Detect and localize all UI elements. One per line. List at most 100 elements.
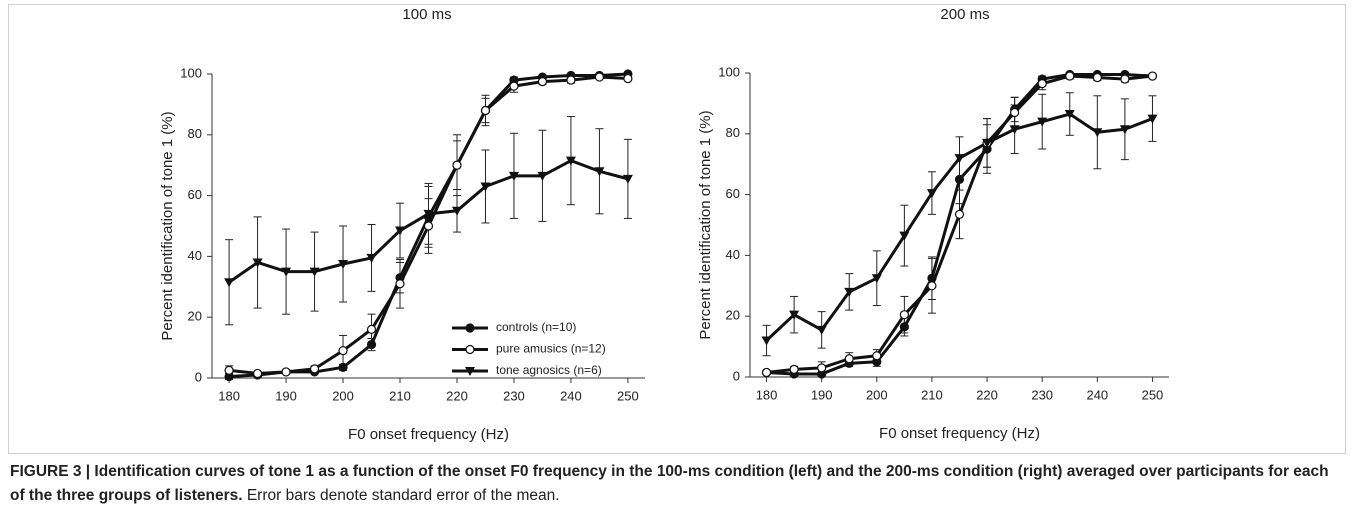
y-tick-label: 100: [180, 65, 202, 80]
legend-label: controls (n=10): [496, 320, 576, 334]
caption: FIGURE 3 | Identification curves of tone…: [10, 460, 1345, 508]
x-tick-label: 240: [1086, 387, 1108, 402]
y-axis-label: Percent identification of tone 1 (%): [159, 111, 176, 340]
marker: [623, 73, 633, 84]
marker: [566, 75, 576, 85]
marker: [1065, 71, 1075, 81]
marker: [537, 76, 548, 87]
marker: [281, 367, 291, 377]
marker: [899, 310, 909, 320]
x-tick-label: 240: [560, 388, 582, 403]
marker: [423, 221, 434, 231]
y-tick-label: 0: [733, 368, 740, 383]
marker: [622, 174, 633, 184]
marker: [338, 362, 348, 372]
marker: [423, 209, 434, 219]
x-tick-label: 230: [503, 388, 525, 403]
marker: [1010, 107, 1020, 118]
marker: [480, 182, 491, 192]
x-tick-label: 210: [921, 387, 943, 402]
marker: [816, 325, 827, 335]
marker: [789, 310, 800, 320]
marker: [366, 253, 377, 263]
marker: [338, 260, 349, 269]
marker: [366, 324, 377, 334]
marker: [366, 339, 377, 350]
marker: [872, 351, 882, 361]
marker: [1009, 125, 1020, 135]
marker: [761, 367, 772, 378]
marker: [594, 167, 605, 177]
marker: [926, 189, 937, 199]
x-tick-label: 180: [756, 387, 778, 402]
marker: [1119, 125, 1130, 135]
marker: [338, 346, 348, 356]
marker: [252, 368, 263, 379]
marker: [982, 138, 993, 148]
marker: [789, 364, 799, 374]
marker: [508, 171, 519, 181]
marker: [452, 160, 462, 170]
marker: [899, 322, 909, 332]
marker: [1092, 128, 1103, 138]
marker: [844, 354, 854, 364]
marker: [395, 279, 405, 289]
marker: [844, 287, 855, 297]
marker: [927, 281, 937, 291]
x-axis-label: F0 onset frequency (Hz): [879, 425, 1040, 442]
figure-frame: [8, 4, 1346, 454]
marker: [761, 336, 772, 346]
marker: [871, 274, 882, 284]
marker: [1092, 72, 1102, 83]
marker: [817, 363, 827, 373]
chart-title: 200 ms: [940, 6, 989, 23]
marker: [224, 278, 235, 288]
y-tick-label: 40: [188, 248, 202, 263]
y-tick-label: 40: [726, 247, 740, 262]
marker: [465, 367, 475, 376]
marker: [954, 154, 965, 164]
x-tick-label: 220: [446, 388, 468, 403]
x-tick-label: 220: [976, 387, 998, 402]
y-tick-label: 20: [726, 308, 740, 323]
x-tick-label: 200: [332, 388, 354, 403]
marker: [1120, 74, 1130, 84]
marker: [1037, 117, 1048, 127]
marker: [395, 226, 406, 236]
y-tick-label: 0: [195, 369, 202, 384]
y-tick-label: 100: [718, 64, 740, 79]
y-tick-label: 80: [726, 125, 740, 140]
marker: [465, 323, 475, 333]
marker: [1147, 114, 1158, 124]
marker: [1147, 71, 1158, 81]
caption-text: Error bars denote standard error of the …: [246, 487, 560, 504]
x-tick-label: 250: [1142, 387, 1164, 402]
marker: [451, 206, 462, 216]
marker: [309, 267, 320, 277]
marker: [224, 365, 234, 375]
x-axis-label: F0 onset frequency (Hz): [348, 426, 509, 443]
x-tick-label: 180: [218, 388, 240, 403]
x-tick-label: 250: [617, 388, 639, 403]
marker: [565, 156, 576, 166]
marker: [954, 209, 965, 219]
y-tick-label: 60: [188, 187, 202, 202]
marker: [927, 273, 937, 283]
marker: [509, 81, 519, 91]
marker: [594, 72, 605, 82]
marker: [281, 267, 292, 277]
x-tick-label: 200: [866, 387, 888, 402]
caption-bold: FIGURE 3 | Identification curves of tone…: [10, 463, 1329, 504]
marker: [480, 105, 491, 116]
x-tick-label: 210: [389, 388, 411, 403]
x-tick-label: 190: [275, 388, 297, 403]
marker: [465, 344, 475, 355]
marker: [954, 174, 965, 184]
marker: [899, 231, 910, 241]
y-tick-label: 60: [726, 186, 740, 201]
marker: [252, 258, 263, 268]
marker: [309, 364, 320, 374]
y-tick-label: 80: [188, 126, 202, 141]
